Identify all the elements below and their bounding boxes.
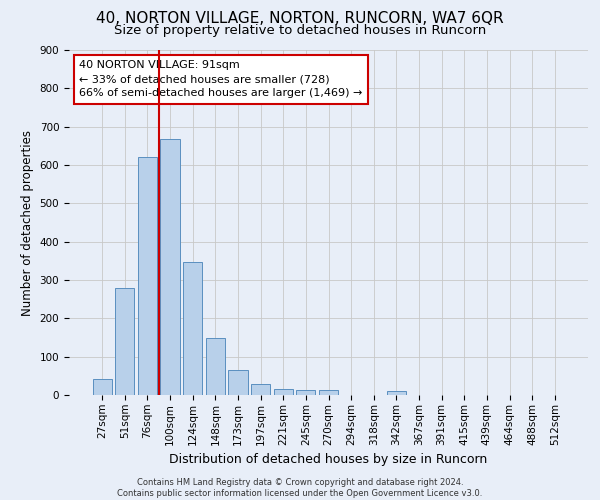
Bar: [115, 288, 134, 395]
Text: Contains HM Land Registry data © Crown copyright and database right 2024.
Contai: Contains HM Land Registry data © Crown c…: [118, 478, 482, 498]
X-axis label: Distribution of detached houses by size in Runcorn: Distribution of detached houses by size …: [169, 453, 488, 466]
Bar: [274, 389, 293, 395]
Y-axis label: Number of detached properties: Number of detached properties: [21, 130, 34, 316]
Bar: [296, 390, 316, 395]
Bar: [229, 370, 248, 395]
Text: 40, NORTON VILLAGE, NORTON, RUNCORN, WA7 6QR: 40, NORTON VILLAGE, NORTON, RUNCORN, WA7…: [96, 11, 504, 26]
Bar: [92, 379, 112, 395]
Bar: [251, 384, 270, 395]
Bar: [138, 157, 157, 395]
Bar: [387, 391, 406, 395]
Bar: [183, 262, 202, 395]
Bar: [206, 338, 225, 395]
Bar: [160, 140, 180, 395]
Text: Size of property relative to detached houses in Runcorn: Size of property relative to detached ho…: [114, 24, 486, 37]
Text: 40 NORTON VILLAGE: 91sqm
← 33% of detached houses are smaller (728)
66% of semi-: 40 NORTON VILLAGE: 91sqm ← 33% of detach…: [79, 60, 363, 98]
Bar: [319, 390, 338, 395]
